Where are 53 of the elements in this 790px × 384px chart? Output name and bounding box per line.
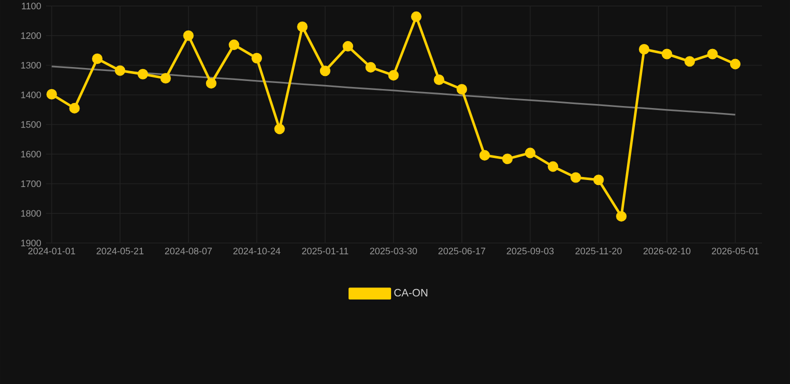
x-tick-label: 2025-01-11 [302, 248, 348, 254]
point [92, 53, 103, 64]
x-tick-label: 2024-05-21 [96, 248, 144, 254]
x-tick-label: 2026-02-10 [644, 248, 690, 254]
x-tick-label: 2024-10-24 [233, 248, 280, 254]
point [638, 44, 650, 55]
point [684, 56, 695, 67]
point [434, 74, 444, 86]
y-tick-label: 1300 [21, 62, 41, 69]
point [411, 11, 422, 22]
x-tick-label: 2024-08-07 [165, 248, 212, 254]
point [524, 148, 536, 158]
x-tick-label: 2024-01-01 [28, 248, 76, 254]
y-tick-label: 1400 [21, 92, 41, 98]
point [160, 73, 171, 84]
line-series [50, 66, 736, 116]
point [252, 52, 262, 64]
x-tick-label: 2025-09-03 [506, 248, 554, 254]
point [297, 21, 308, 32]
point [616, 211, 627, 222]
point [730, 58, 741, 70]
point [707, 48, 718, 60]
point [228, 40, 240, 50]
point [183, 30, 194, 41]
point [69, 102, 80, 114]
y-tick-label: 1700 [21, 180, 41, 188]
x-tick-label: 2025-03-30 [370, 248, 417, 254]
point [274, 124, 285, 134]
y-tick-label: 1500 [21, 121, 41, 128]
point [593, 174, 604, 186]
legend-label: CA-ON [394, 288, 428, 296]
point [114, 65, 126, 76]
point [548, 161, 558, 172]
y-tick-label: 1600 [21, 150, 41, 158]
y-tick-label: 1200 [21, 32, 41, 39]
y-tick-label: 1100 [22, 2, 41, 10]
point [206, 78, 216, 89]
y-tick-label: 1900 [21, 240, 41, 246]
point [342, 41, 354, 52]
point [320, 66, 330, 76]
point [456, 84, 468, 95]
point [365, 62, 376, 73]
point [46, 89, 57, 100]
x-tick-label: 2025-06-17 [438, 248, 486, 254]
x-tick-label: 2026-05-01 [712, 248, 759, 254]
point [479, 150, 490, 161]
x-tick-label: 2025-11-20 [575, 248, 622, 254]
point [502, 154, 513, 164]
point [570, 172, 582, 183]
y-tick-label: 1800 [21, 210, 41, 217]
point [138, 68, 148, 80]
point [388, 70, 399, 81]
point [662, 48, 672, 60]
